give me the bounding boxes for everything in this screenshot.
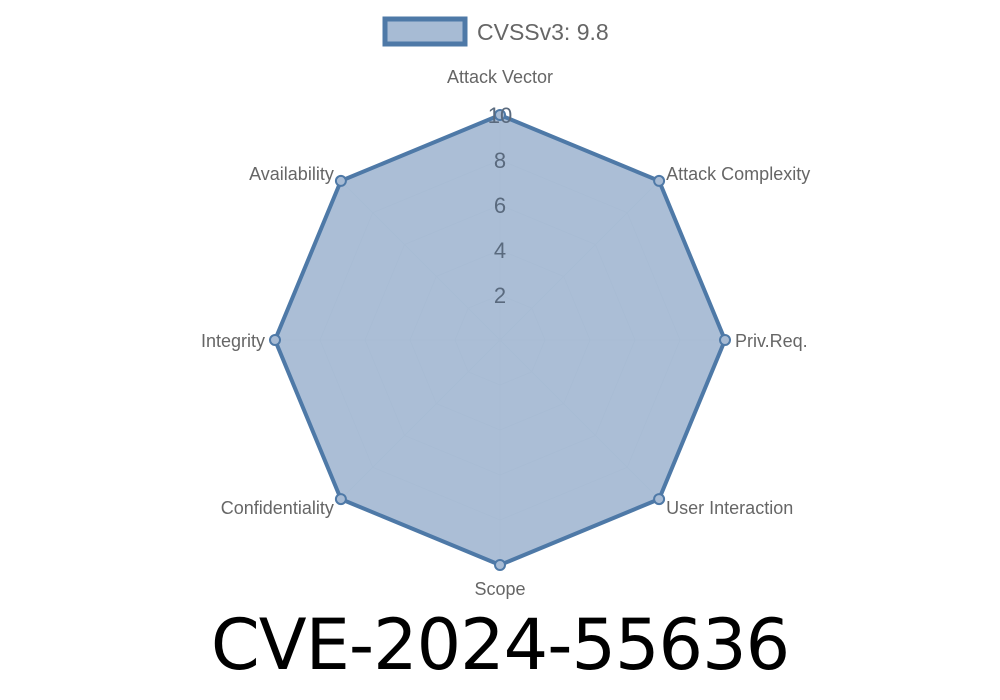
- axis-label: Scope: [474, 579, 525, 599]
- legend-label: CVSSv3: 9.8: [477, 19, 609, 45]
- axis-label: Attack Complexity: [666, 164, 810, 184]
- axis-label: User Interaction: [666, 498, 793, 518]
- axis-label: Priv.Req.: [735, 331, 808, 351]
- data-point: [719, 334, 731, 346]
- data-point: [653, 174, 666, 187]
- cve-title: CVE-2024-55636: [210, 604, 790, 686]
- tick-label: 10: [488, 103, 512, 128]
- axis-label: Confidentiality: [221, 498, 334, 518]
- legend-swatch: [382, 16, 468, 47]
- data-point: [334, 493, 347, 506]
- tick-label: 2: [494, 283, 506, 308]
- data-point: [334, 174, 347, 187]
- axis-label: Integrity: [201, 331, 265, 351]
- data-point: [653, 493, 666, 506]
- data-point: [494, 559, 506, 571]
- tick-label: 6: [494, 193, 506, 218]
- axis-label: Availability: [249, 164, 334, 184]
- tick-label: 8: [494, 148, 506, 173]
- tick-label: 4: [494, 238, 506, 263]
- data-point: [494, 109, 506, 121]
- axis-label: Attack Vector: [447, 67, 553, 87]
- legend: CVSSv3: 9.8: [382, 16, 609, 47]
- data-point: [269, 334, 281, 346]
